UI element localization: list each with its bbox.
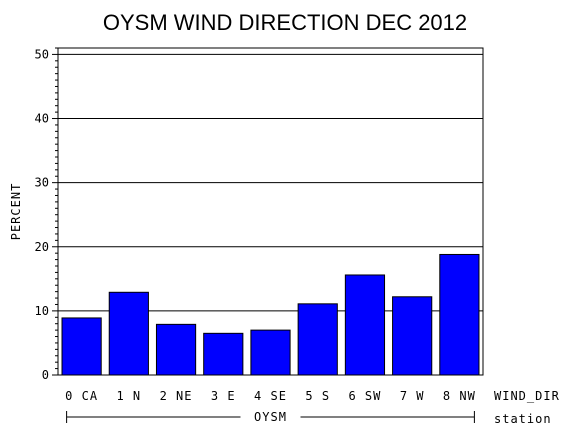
plot-frame [57,47,484,376]
bar-5-s [297,303,338,376]
x-tick-label: 2 NE [160,389,193,403]
bar-2-ne [155,323,197,376]
y-tick-label: 0 [42,368,49,382]
x-tick-label: 5 S [305,389,330,403]
x-axis-label: WIND_DIR [494,389,560,403]
x-tick-label: 0 CA [65,389,98,403]
x-tick-label: 1 N [116,389,141,403]
station-group-label: OYSM [254,410,287,424]
station-group-bracket [66,411,475,423]
x-tick-label: 4 SE [254,389,287,403]
bar-7-w [392,296,433,376]
bars [61,253,480,376]
bar-4-se [250,329,291,376]
y-tick-label: 30 [35,176,49,190]
bar-8-nw [439,253,480,376]
x-tick-label: 3 E [211,389,236,403]
y-tick-label: 40 [35,112,49,126]
y-axis-ticks: 0 10 20 30 40 50 [35,47,58,382]
y-tick-label: 10 [35,304,49,318]
station-axis-label: station [494,412,552,426]
x-axis-tick-labels: 0 CA 1 N 2 NE 3 E 4 SE 5 S 6 SW 7 W 8 NW [65,389,476,403]
bar-1-n [108,291,149,376]
bar-6-sw [344,274,386,376]
y-tick-label: 50 [35,47,49,61]
chart-title: OYSM WIND DIRECTION DEC 2012 [103,10,467,35]
bar-3-e [203,332,244,376]
x-tick-label: 7 W [400,389,425,403]
gridlines [58,53,483,312]
x-tick-label: 8 NW [443,389,476,403]
y-axis-label: PERCENT [9,183,23,241]
y-tick-label: 20 [35,240,49,254]
bar-0-ca [61,317,102,376]
x-tick-label: 6 SW [348,389,381,403]
